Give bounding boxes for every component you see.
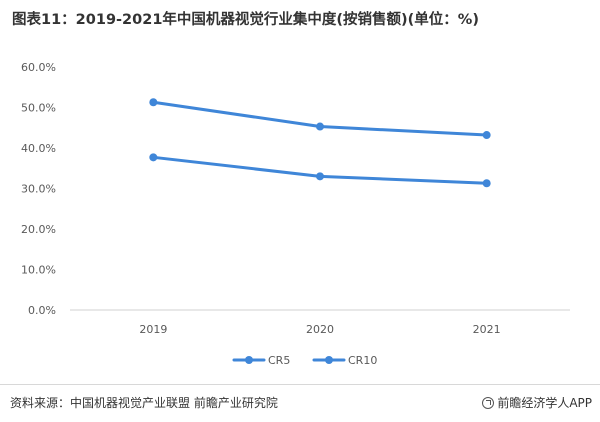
qianzhan-logo-icon xyxy=(482,397,495,409)
y-tick-label: 40.0% xyxy=(21,142,56,155)
line-chart: 0.0% 10.0% 20.0% 30.0% 40.0% 50.0% 60.0% 2019 20… xyxy=(21,61,570,367)
data-point-cr10 xyxy=(316,122,324,131)
y-tick-label: 50.0% xyxy=(21,102,56,115)
data-point-cr5 xyxy=(149,153,158,162)
y-tick-label: 30.0% xyxy=(21,183,56,196)
chart-axes: 0.0% 10.0% 20.0% 30.0% 40.0% 50.0% 60.0% 2019 20… xyxy=(21,61,570,336)
data-point-cr5 xyxy=(316,172,324,181)
chart-legend: CR5 CR10 xyxy=(232,354,377,367)
legend-swatch-marker xyxy=(325,356,333,364)
y-tick-label: 20.0% xyxy=(21,223,56,236)
legend-label: CR10 xyxy=(348,354,377,367)
chart-title: 图表11：2019-2021年中国机器视觉行业集中度(按销售额)(单位：%) xyxy=(12,12,479,28)
legend-label: CR5 xyxy=(268,354,290,367)
y-tick-label: 60.0% xyxy=(21,61,56,74)
x-tick-label: 2020 xyxy=(306,323,334,336)
data-point-cr10 xyxy=(149,98,158,107)
data-point-cr5 xyxy=(482,179,491,188)
brand-label: 前瞻经济学人APP xyxy=(482,394,592,411)
y-tick-label: 0.0% xyxy=(28,304,56,317)
x-tick-label: 2019 xyxy=(139,323,167,336)
brand-text: 前瞻经济学人APP xyxy=(497,396,592,410)
data-point-cr10 xyxy=(482,131,491,140)
source-note: 资料来源：中国机器视觉产业联盟 前瞻产业研究院 xyxy=(10,396,278,410)
legend-swatch-marker xyxy=(245,356,253,364)
y-tick-label: 10.0% xyxy=(21,264,56,277)
series-layer xyxy=(149,98,491,188)
chart-footer: 资料来源：中国机器视觉产业联盟 前瞻产业研究院 前瞻经济学人APP xyxy=(0,384,600,419)
x-tick-label: 2021 xyxy=(473,323,501,336)
